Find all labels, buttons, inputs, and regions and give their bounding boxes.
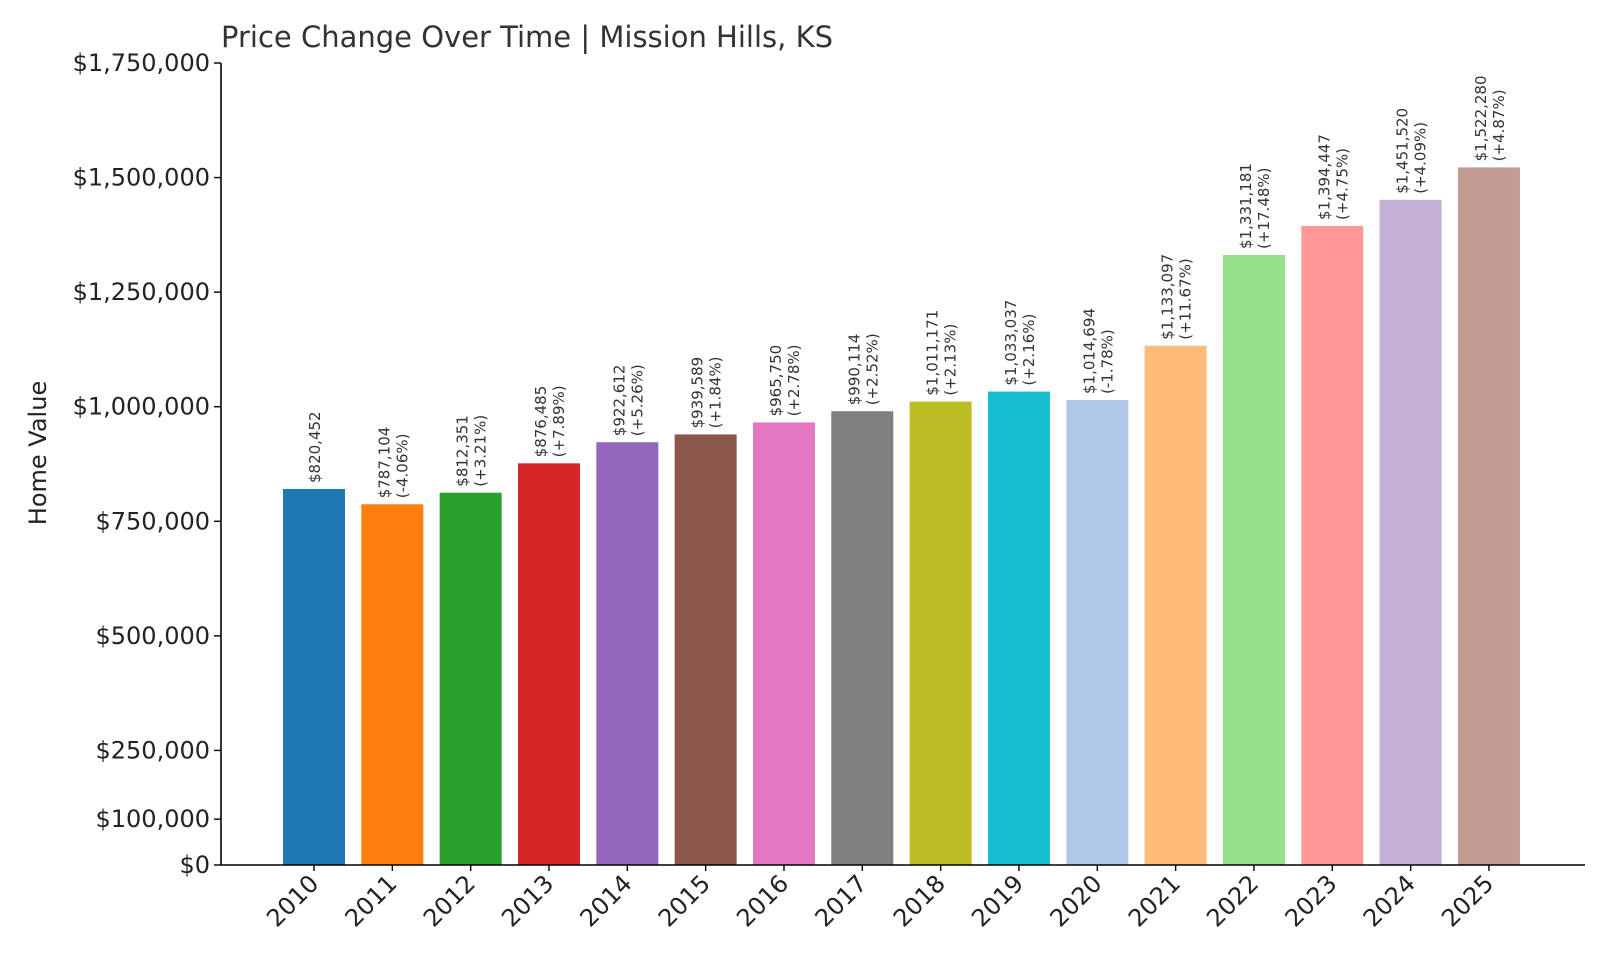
bar-change-label-2014: (+5.26%): [628, 364, 646, 436]
y-tick-label: $100,000: [95, 805, 210, 833]
x-tick-label-2010: 2010: [261, 869, 324, 932]
bar-value-label-2017: $990,114: [845, 334, 863, 406]
bar-2012: [439, 492, 502, 865]
bar-value-label-2020: $1,014,694: [1080, 308, 1098, 394]
bar-change-label-2021: (+11.67%): [1177, 258, 1195, 339]
bar-2015: [674, 434, 737, 865]
y-tick-label: $0: [179, 851, 210, 879]
y-tick-label: $500,000: [95, 622, 210, 650]
x-tick-label-2020: 2020: [1045, 869, 1108, 932]
bar-2024: [1379, 199, 1442, 865]
bar-change-label-2013: (+7.89%): [550, 385, 568, 457]
bar-2010: [283, 488, 345, 865]
bar-2025: [1457, 167, 1520, 865]
bar-change-label-2025: (+4.87%): [1490, 89, 1508, 161]
bar-change-label-2011: (-4.06%): [393, 434, 411, 499]
bar-2013: [517, 463, 580, 865]
x-tick-label-2018: 2018: [888, 869, 951, 932]
x-tick-label-2016: 2016: [731, 869, 794, 932]
bar-change-label-2022: (+17.48%): [1255, 167, 1273, 248]
bar-value-label-2011: $787,104: [375, 427, 393, 499]
x-tick-label-2023: 2023: [1280, 869, 1343, 932]
x-tick-label-2024: 2024: [1358, 869, 1421, 932]
bar-change-label-2017: (+2.52%): [863, 333, 881, 405]
bar-value-label-2023: $1,394,447: [1315, 134, 1333, 220]
bar-2018: [909, 401, 972, 865]
y-tick-label: $1,000,000: [73, 393, 210, 421]
x-tick-label-2015: 2015: [653, 869, 716, 932]
bar-change-label-2016: (+2.78%): [785, 344, 803, 416]
bar-2022: [1222, 254, 1285, 865]
bar-value-label-2022: $1,331,181: [1237, 163, 1255, 249]
y-tick-label: $250,000: [95, 736, 210, 764]
bar-value-label-2021: $1,133,097: [1159, 254, 1177, 340]
bar-2021: [1144, 345, 1207, 865]
x-tick-label-2019: 2019: [966, 869, 1029, 932]
chart-title: Price Change Over Time | Mission Hills, …: [221, 20, 833, 54]
bars-group: [283, 167, 1520, 866]
x-tick-label-2022: 2022: [1201, 869, 1264, 932]
bar-change-label-2015: (+1.84%): [707, 356, 725, 428]
bar-value-label-2019: $1,033,037: [1002, 300, 1020, 386]
x-axis-ticks: 2010 2011 2012 2013 2014 2015 2016 2017 2018 2019…: [261, 865, 1499, 932]
bar-value-label-2012: $812,351: [454, 415, 472, 487]
bar-2019: [987, 391, 1050, 865]
y-tick-label: $750,000: [95, 507, 210, 535]
bar-change-label-2023: (+4.75%): [1333, 148, 1351, 220]
x-tick-label-2025: 2025: [1436, 869, 1499, 932]
x-tick-label-2014: 2014: [575, 869, 638, 932]
x-tick-label-2013: 2013: [496, 869, 559, 932]
bar-2023: [1301, 225, 1364, 866]
y-axis-ticks: $0 $100,000 $250,000 $500,000 $750,000 $1,000…: [73, 49, 221, 879]
bar-2011: [361, 504, 424, 865]
bar-2016: [752, 422, 815, 865]
bar-value-label-2016: $965,750: [767, 345, 785, 417]
y-axis-label: Home Value: [24, 381, 52, 525]
bar-value-label-2024: $1,451,520: [1394, 108, 1412, 194]
bar-change-label-2019: (+2.16%): [1020, 314, 1038, 386]
y-tick-label: $1,250,000: [73, 278, 210, 306]
x-tick-label-2017: 2017: [810, 869, 873, 932]
bar-2017: [831, 411, 894, 865]
bar-change-label-2024: (+4.09%): [1412, 122, 1430, 194]
bar-value-label-2014: $922,612: [610, 365, 628, 437]
bar-value-label-2015: $939,589: [689, 357, 707, 429]
x-tick-label-2012: 2012: [418, 869, 481, 932]
bar-change-label-2018: (+2.13%): [942, 324, 960, 396]
y-tick-label: $1,750,000: [73, 49, 210, 77]
bar-labels-group: $820,452 $787,104 (-4.06%) $812,351 (+3.21%)…: [306, 75, 1508, 498]
bar-change-label-2020: (-1.78%): [1098, 329, 1116, 394]
x-tick-label-2011: 2011: [340, 869, 403, 932]
bar-2014: [596, 442, 659, 865]
x-tick-label-2021: 2021: [1123, 869, 1186, 932]
bar-value-label-2018: $1,011,171: [924, 310, 942, 396]
bar-value-label-2025: $1,522,280: [1472, 75, 1490, 161]
bar-change-label-2012: (+3.21%): [472, 415, 490, 487]
bar-2020: [1066, 399, 1129, 865]
y-tick-label: $1,500,000: [73, 164, 210, 192]
bar-value-label-2013: $876,485: [532, 386, 550, 458]
bar-value-label-2010: $820,452: [306, 411, 324, 483]
